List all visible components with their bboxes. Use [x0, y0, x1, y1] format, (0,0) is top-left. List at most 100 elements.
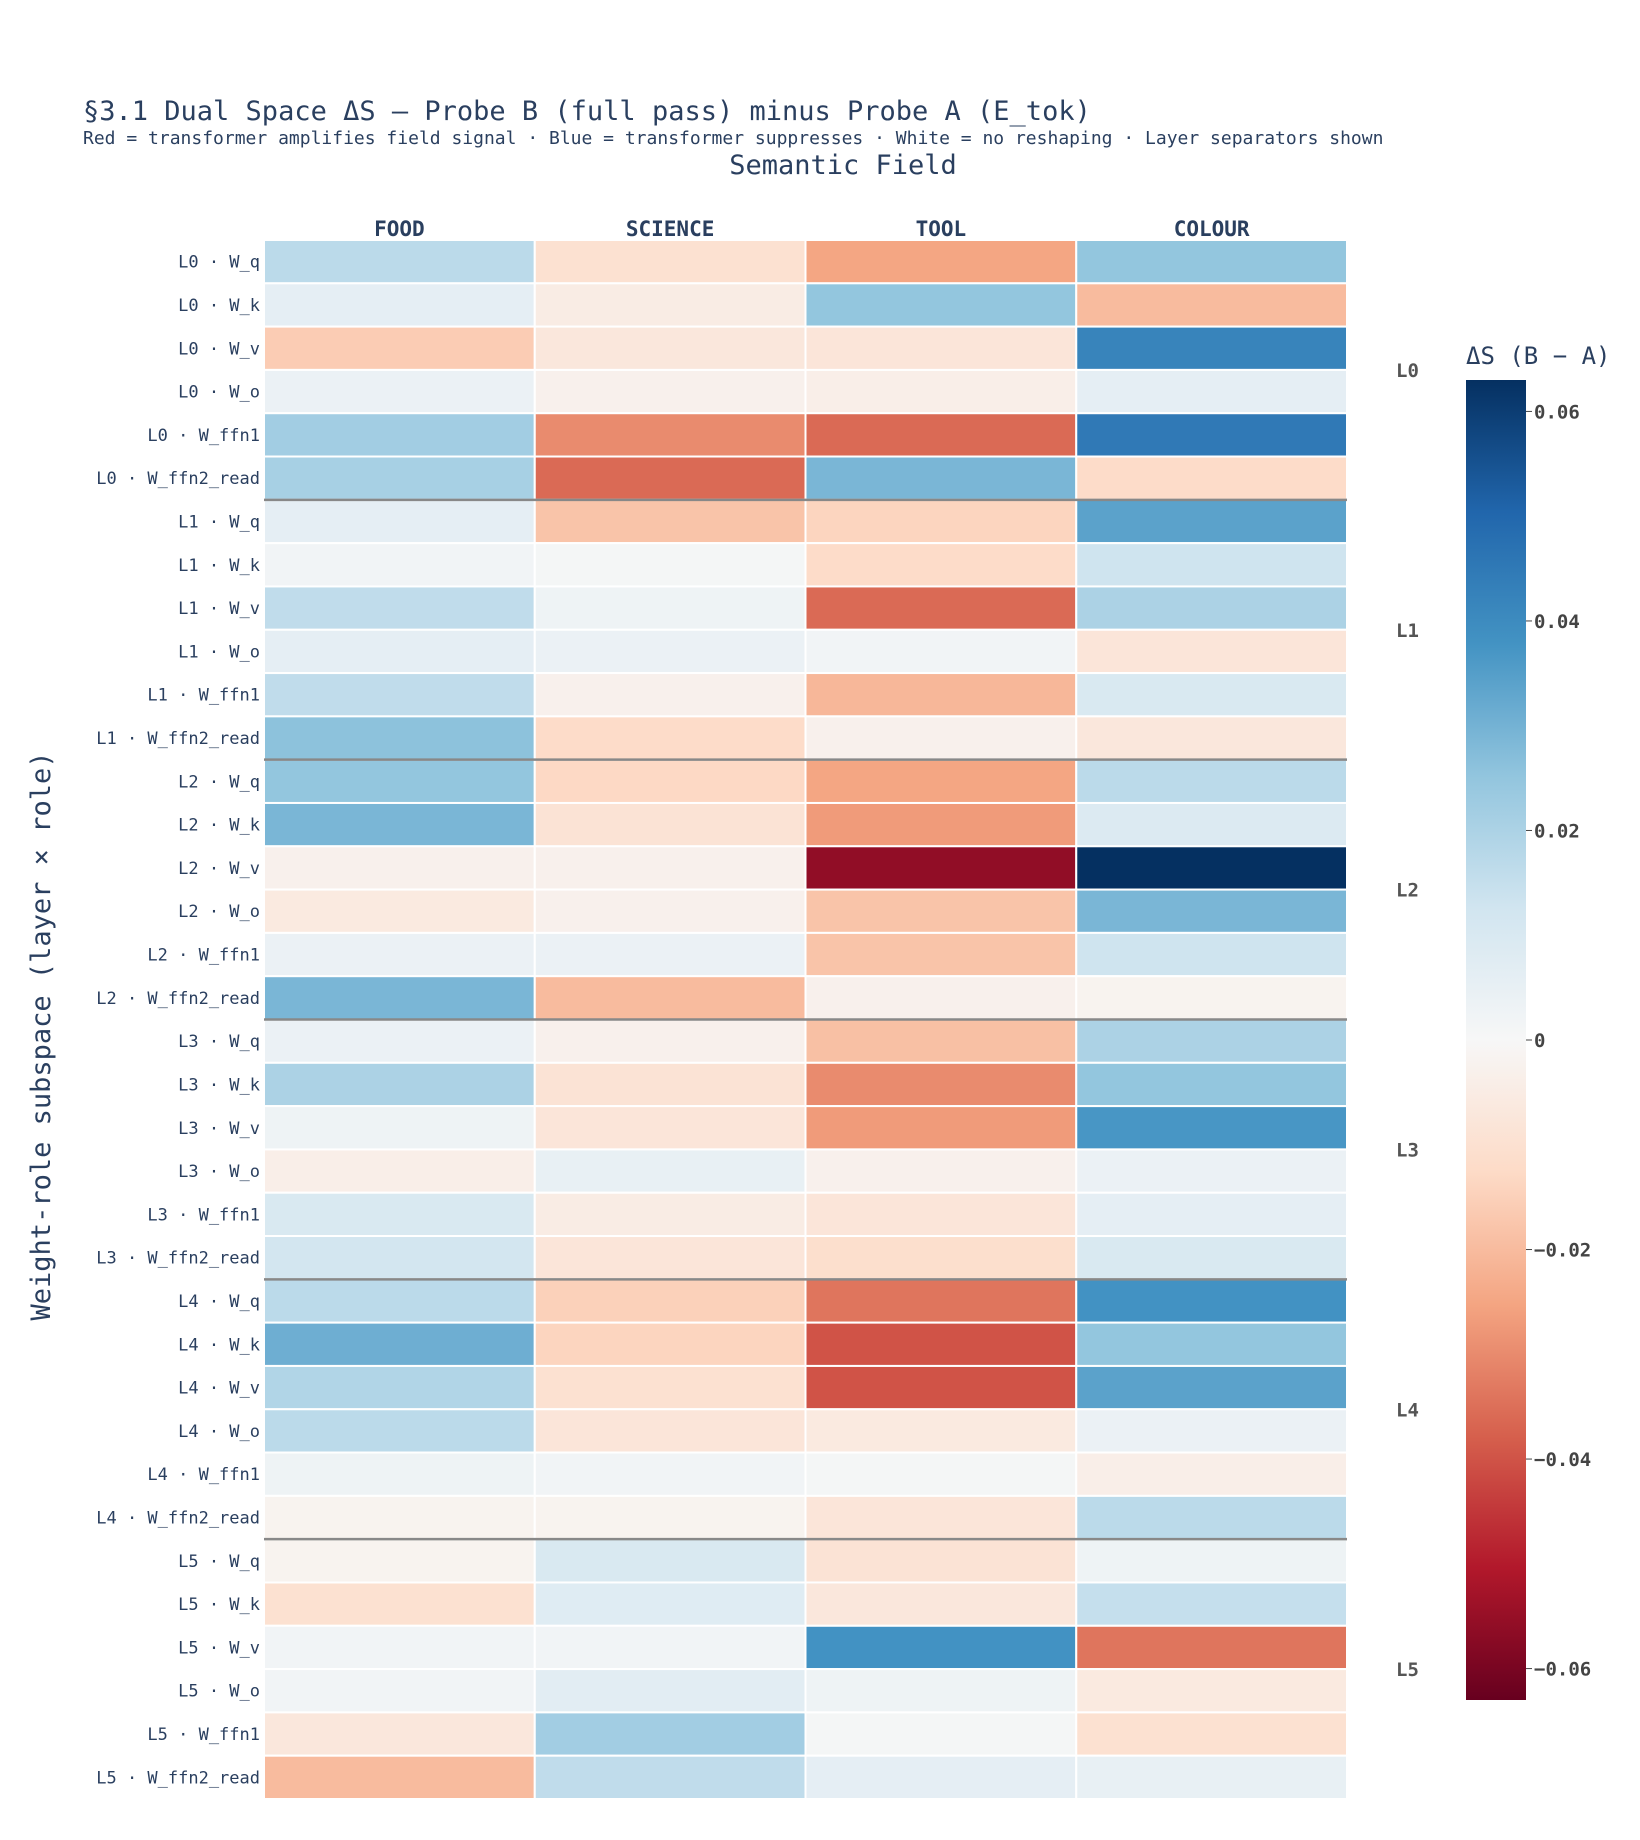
heatmap-cell	[804, 1235, 1078, 1281]
x-axis-title: Semantic Field	[729, 150, 957, 181]
heatmap-cell	[533, 1278, 807, 1324]
colorbar-tick-label: 0	[1534, 1030, 1545, 1052]
heatmap-cell	[1075, 1754, 1348, 1801]
heatmap-cell	[263, 1494, 536, 1541]
heatmap-cell	[533, 845, 807, 891]
row-label: L5 · W_o	[178, 1682, 260, 1702]
heatmap-cell	[533, 1408, 807, 1454]
heatmap-cell	[804, 1451, 1078, 1497]
heatmap-cell	[804, 455, 1078, 501]
layer-label: L0	[1396, 360, 1419, 382]
heatmap-cell	[804, 498, 1078, 545]
heatmap-cell	[804, 368, 1078, 415]
heatmap-cell	[804, 845, 1078, 891]
heatmap-cell	[804, 758, 1078, 804]
y-axis-title: Weight-role subspace (layer × role)	[26, 752, 57, 1321]
row-label: L0 · W_ffn1	[147, 426, 260, 446]
heatmap-cell	[533, 888, 807, 934]
heatmap-cell	[263, 931, 536, 978]
colorbar-tick-label: 0.06	[1534, 401, 1580, 423]
heatmap-cell	[533, 1711, 807, 1757]
row-label: L3 · W_o	[178, 1162, 260, 1182]
colorbar-tick-label: −0.06	[1534, 1659, 1591, 1681]
colorbar-tick-label: 0.02	[1534, 820, 1580, 842]
heatmap-cell	[263, 1538, 536, 1584]
heatmap-cell	[804, 325, 1078, 371]
heatmap-cell	[533, 368, 807, 415]
heatmap-cell	[263, 1668, 536, 1714]
heatmap-cell	[533, 1754, 807, 1801]
row-label: L4 · W_k	[178, 1335, 260, 1355]
heatmap-cell	[1075, 888, 1348, 934]
heatmap-cell	[1075, 1538, 1348, 1584]
heatmap-cell	[263, 368, 536, 415]
heatmap-cell	[1075, 368, 1348, 415]
heatmap-cell	[263, 239, 536, 285]
heatmap-cell	[1075, 498, 1348, 545]
heatmap-cell	[263, 542, 536, 588]
row-label: L4 · W_o	[178, 1422, 260, 1442]
heatmap-cell	[804, 1105, 1078, 1151]
heatmap-cell	[533, 1235, 807, 1281]
heatmap-cell	[804, 888, 1078, 934]
row-label: L4 · W_ffn1	[147, 1465, 260, 1485]
heatmap-cell	[263, 1018, 536, 1064]
heatmap-cell	[263, 888, 536, 934]
row-label: L2 · W_k	[178, 816, 260, 836]
row-label: L1 · W_v	[178, 599, 260, 619]
heatmap-cell	[1075, 1451, 1348, 1497]
heatmap-cell	[1075, 1668, 1348, 1714]
row-label: L4 · W_ffn2_read	[96, 1509, 260, 1529]
heatmap-cell	[1075, 628, 1348, 675]
heatmap-cell	[1075, 325, 1348, 371]
layer-label: L5	[1396, 1659, 1419, 1681]
layer-label: L1	[1396, 620, 1419, 642]
heatmap-cell	[533, 498, 807, 545]
heatmap-cell	[263, 1581, 536, 1627]
heatmap-cell	[1075, 1148, 1348, 1194]
heatmap-cell	[533, 1018, 807, 1064]
row-label: L1 · W_ffn1	[147, 686, 260, 706]
heatmap-cell	[1075, 1235, 1348, 1281]
heatmap-cell	[533, 1494, 807, 1541]
heatmap-cell	[804, 1538, 1078, 1584]
heatmap-cell	[533, 412, 807, 458]
heatmap-cell	[804, 1191, 1078, 1238]
heatmap-cell	[804, 801, 1078, 848]
heatmap-cell	[533, 542, 807, 588]
heatmap-cell	[533, 1581, 807, 1627]
heatmap-cell	[1075, 455, 1348, 501]
heatmap-cell	[533, 1624, 807, 1671]
heatmap-cell	[533, 325, 807, 371]
heatmap-cell	[263, 282, 536, 328]
row-label: L5 · W_v	[178, 1638, 260, 1658]
heatmap-cell	[263, 325, 536, 371]
heatmap-cell	[1075, 1408, 1348, 1454]
row-label: L0 · W_q	[178, 253, 260, 273]
row-label: L2 · W_ffn1	[147, 946, 260, 966]
heatmap-cell	[804, 1364, 1078, 1411]
heatmap-cell	[533, 672, 807, 718]
colorbar-tick-label: 0.04	[1534, 611, 1580, 633]
heatmap-cell	[533, 1191, 807, 1238]
heatmap-cell	[804, 975, 1078, 1021]
column-header: TOOL	[916, 217, 967, 241]
heatmap-cell	[533, 1105, 807, 1151]
heatmap-cell	[804, 931, 1078, 978]
row-label: L2 · W_q	[178, 772, 260, 792]
colorbar-title: ΔS (B − A)	[1466, 342, 1611, 370]
heatmap-cell	[533, 975, 807, 1021]
heatmap-cell	[804, 1494, 1078, 1541]
row-label: L5 · W_q	[178, 1552, 260, 1572]
heatmap-cell	[263, 801, 536, 848]
heatmap-cell	[804, 1408, 1078, 1454]
chart-subtitle: Red = transformer amplifies field signal…	[83, 128, 1384, 149]
heatmap-cell	[533, 1668, 807, 1714]
heatmap-cell	[263, 1451, 536, 1497]
column-header: FOOD	[374, 217, 425, 241]
heatmap-cell	[533, 282, 807, 328]
row-label: L3 · W_ffn1	[147, 1205, 260, 1225]
column-header: COLOUR	[1174, 217, 1250, 241]
heatmap-cell	[263, 1278, 536, 1324]
